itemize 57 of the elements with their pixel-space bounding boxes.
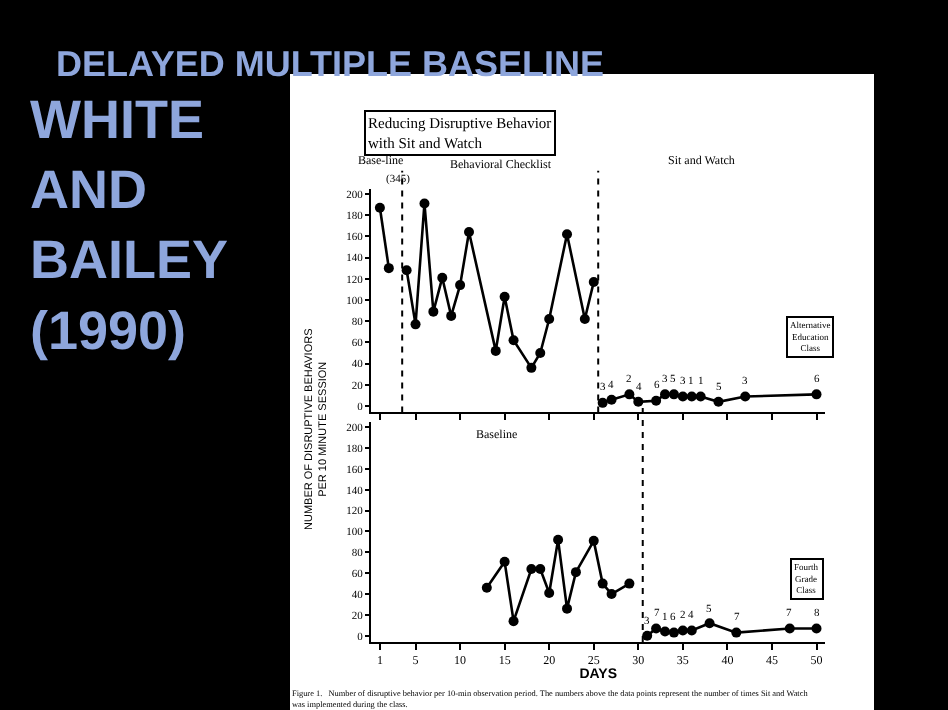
- point: [499, 291, 510, 302]
- point: [544, 314, 555, 325]
- point: [553, 534, 564, 545]
- point: [410, 319, 421, 330]
- point: [651, 395, 662, 406]
- point: [651, 623, 662, 634]
- point: [437, 272, 448, 283]
- point: [588, 535, 599, 546]
- point: [677, 625, 688, 636]
- point: [374, 202, 385, 213]
- point: [624, 389, 635, 400]
- point: [660, 626, 671, 637]
- point: [455, 280, 466, 291]
- point: [383, 263, 394, 274]
- point: [579, 314, 590, 325]
- point: [419, 198, 430, 209]
- point: [740, 391, 751, 402]
- point: [811, 623, 822, 634]
- point: [784, 623, 795, 634]
- text: WHITE AND BAILEY (1990): [30, 90, 229, 361]
- point: [526, 564, 537, 575]
- point: [811, 389, 822, 400]
- point: [677, 391, 688, 402]
- point: [686, 391, 697, 402]
- point: [668, 627, 679, 638]
- point: [544, 588, 555, 598]
- point: [535, 564, 546, 575]
- point: [490, 345, 501, 356]
- point: [562, 603, 573, 614]
- point: [428, 306, 439, 317]
- point: [508, 335, 519, 346]
- point: [606, 589, 617, 600]
- point: [446, 310, 457, 321]
- point: [704, 618, 715, 629]
- point: [588, 276, 599, 287]
- point: [695, 391, 706, 402]
- point: [686, 625, 697, 636]
- point: [481, 582, 492, 593]
- point: [464, 227, 474, 238]
- point: [535, 348, 546, 358]
- point: [508, 616, 519, 627]
- point: [499, 556, 510, 567]
- point: [668, 389, 679, 400]
- point: [570, 567, 581, 578]
- point: [526, 362, 537, 373]
- point: [633, 396, 644, 407]
- point: [562, 229, 573, 240]
- chart-title: DELAYED MULTIPLE BASELINE: [56, 44, 605, 84]
- point: [713, 396, 724, 407]
- point: [597, 397, 608, 408]
- point: [624, 578, 635, 589]
- point: [606, 394, 617, 405]
- point: [660, 389, 671, 400]
- point: [597, 578, 608, 589]
- point: [642, 630, 653, 641]
- point: [401, 265, 412, 276]
- point: [731, 627, 742, 638]
